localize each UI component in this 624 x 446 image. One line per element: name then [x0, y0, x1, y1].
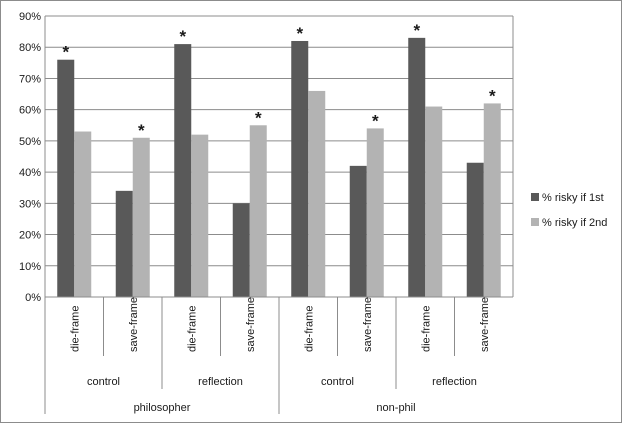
- bar: [366, 128, 384, 297]
- significance-star: *: [372, 111, 379, 130]
- significance-star: *: [489, 86, 496, 105]
- condition-group-label: control: [321, 376, 354, 388]
- category-label: die-frame: [186, 306, 198, 352]
- y-tick-label: 50%: [19, 136, 41, 148]
- category-label: save-frame: [245, 297, 257, 352]
- condition-group-label: reflection: [432, 376, 477, 388]
- legend-swatch: [531, 218, 539, 226]
- population-group-label: non-phil: [376, 402, 415, 414]
- significance-star: *: [179, 27, 186, 46]
- y-tick-label: 80%: [19, 42, 41, 54]
- bar: [174, 44, 192, 297]
- population-group-label: philosopher: [134, 402, 191, 414]
- significance-star: *: [138, 121, 145, 140]
- category-label: save-frame: [479, 297, 491, 352]
- bar: [408, 37, 426, 297]
- bar: [191, 134, 209, 297]
- significance-star: *: [296, 24, 303, 43]
- category-label: die-frame: [303, 306, 315, 352]
- chart-frame: * * * * * * * * 0% 10% 20% 30% 40% 50% 60% 70% 80% 90% d…: [0, 0, 622, 423]
- bar: [483, 103, 501, 297]
- bar: [132, 137, 150, 297]
- y-tick-label: 70%: [19, 73, 41, 85]
- y-tick-label: 0%: [25, 292, 41, 304]
- bar: [308, 90, 326, 297]
- condition-group-label: reflection: [198, 376, 243, 388]
- bar: [57, 59, 75, 297]
- bar: [349, 165, 367, 297]
- significance-star: *: [255, 108, 262, 127]
- significance-markers: * * * * * * * *: [62, 21, 496, 140]
- y-tick-label: 30%: [19, 198, 41, 210]
- legend-label: % risky if 1st: [542, 192, 604, 204]
- bar: [115, 190, 133, 297]
- bar-chart: * * * * * * * * 0% 10% 20% 30% 40% 50% 60% 70% 80% 90% d…: [19, 11, 607, 414]
- condition-group-label: control: [87, 376, 120, 388]
- y-tick-label: 90%: [19, 11, 41, 23]
- significance-star: *: [62, 43, 69, 62]
- y-tick-label: 20%: [19, 230, 41, 242]
- category-label: save-frame: [128, 297, 140, 352]
- legend: % risky if 1st % risky if 2nd: [531, 192, 607, 229]
- bar: [291, 40, 309, 297]
- category-axis-labels: die-frame save-frame die-frame save-frame di…: [69, 297, 491, 414]
- bar: [249, 125, 267, 298]
- category-label: die-frame: [69, 306, 81, 352]
- axes: 0% 10% 20% 30% 40% 50% 60% 70% 80% 90%: [19, 11, 514, 414]
- y-tick-label: 60%: [19, 105, 41, 117]
- y-tick-label: 10%: [19, 261, 41, 273]
- category-label: die-frame: [420, 306, 432, 352]
- legend-swatch: [531, 193, 539, 201]
- bar: [425, 106, 443, 298]
- bar: [466, 162, 484, 297]
- category-label: save-frame: [362, 297, 374, 352]
- significance-star: *: [413, 21, 420, 40]
- bar: [74, 131, 92, 297]
- gridlines: [45, 15, 513, 267]
- y-tick-label: 40%: [19, 167, 41, 179]
- bar: [232, 203, 250, 297]
- bars: [57, 37, 501, 298]
- legend-label: % risky if 2nd: [542, 217, 607, 229]
